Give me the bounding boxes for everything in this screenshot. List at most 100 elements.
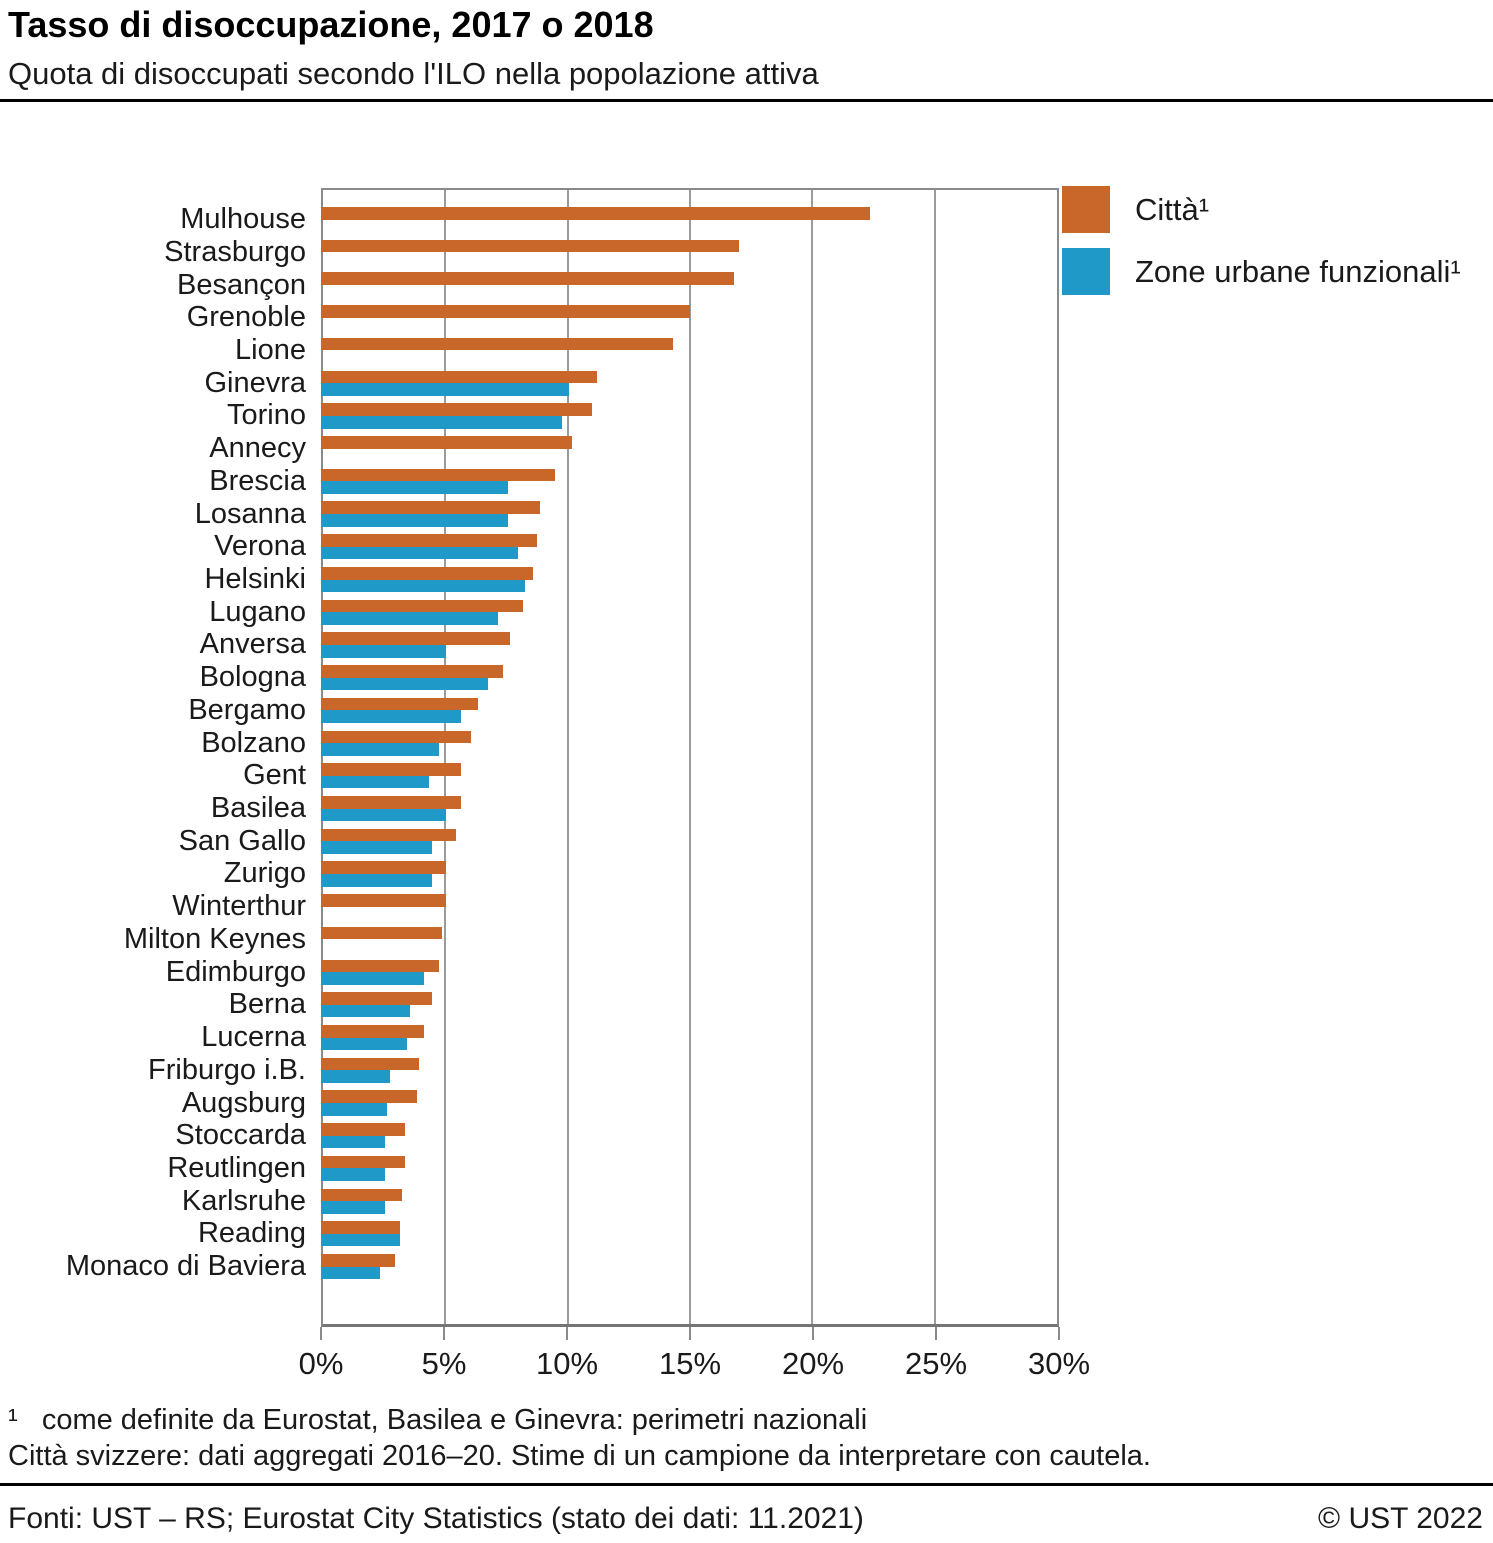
x-axis-tick-label: 30% — [1027, 1346, 1091, 1381]
chart-row: Besançon — [0, 268, 1059, 305]
legend-label-zone: Zone urbane funzionali¹ — [1135, 253, 1461, 289]
bar-zone — [321, 710, 462, 723]
bar-group — [321, 730, 1059, 756]
chart-row: Reutlingen — [0, 1151, 1059, 1189]
bar-citta — [321, 1188, 403, 1202]
chart-row: Brescia — [0, 465, 1059, 502]
bar-citta — [321, 1123, 405, 1136]
bar-group — [321, 337, 1059, 363]
chart-row: Bergamo — [0, 694, 1059, 731]
bar-zone — [321, 1004, 410, 1018]
top-divider — [0, 99, 1493, 102]
category-label: Augsburg — [181, 1086, 306, 1119]
chart-row: Basilea — [0, 792, 1059, 829]
bar-group — [321, 1057, 1059, 1083]
category-label: Milton Keynes — [123, 922, 306, 955]
chart-row: Friburgo i.B. — [0, 1054, 1059, 1091]
bar-group — [321, 828, 1059, 854]
chart-row: Monaco di Baviera — [0, 1250, 1059, 1287]
chart-row: Strasburgo — [0, 236, 1059, 273]
chart-row: Stoccarda — [0, 1119, 1059, 1156]
bar-zone — [321, 1135, 385, 1149]
x-axis-tick-label: 20% — [781, 1346, 845, 1381]
category-label: Stoccarda — [175, 1119, 306, 1152]
bar-citta — [321, 959, 440, 973]
bar-citta — [321, 861, 447, 874]
legend: Città¹ Zone urbane funzionali¹ — [1062, 186, 1461, 310]
bar-group — [321, 1024, 1059, 1051]
bar-citta — [321, 1155, 405, 1169]
bar-citta — [321, 795, 462, 809]
bar-group — [321, 207, 1059, 232]
chart-row: Milton Keynes — [0, 922, 1059, 960]
bar-zone — [321, 808, 447, 822]
bar-group — [321, 272, 1059, 297]
bar-group — [321, 566, 1059, 593]
bar-citta — [321, 1057, 420, 1071]
bar-zone — [321, 514, 508, 527]
category-label: Zurigo — [223, 857, 306, 890]
bar-zone — [321, 677, 489, 691]
bar-citta — [321, 501, 540, 515]
bar-citta — [321, 632, 511, 645]
bar-group — [321, 501, 1059, 527]
bar-citta — [321, 828, 457, 842]
chart-row: Lione — [0, 333, 1059, 371]
category-label: Anversa — [199, 628, 306, 661]
bar-group — [321, 1221, 1059, 1247]
bar-citta — [321, 1254, 395, 1267]
chart-row: Zurigo — [0, 857, 1059, 894]
chart-row: Winterthur — [0, 890, 1059, 927]
gridline — [933, 190, 936, 1324]
x-axis-tick — [566, 1327, 568, 1340]
x-axis-tick — [689, 1327, 691, 1340]
category-label: Karlsruhe — [181, 1184, 306, 1217]
bar-citta — [321, 534, 538, 547]
bar-group — [321, 305, 1059, 330]
bar-zone — [321, 481, 508, 494]
bar-zone — [321, 1103, 388, 1116]
category-label: Reutlingen — [167, 1151, 306, 1184]
category-label: Torino — [227, 399, 306, 432]
category-label: Lugano — [209, 595, 306, 628]
footer-copyright: © UST 2022 — [1318, 1502, 1483, 1535]
category-label: Winterthur — [172, 890, 306, 923]
bar-group — [321, 697, 1059, 723]
bar-group — [321, 239, 1059, 265]
bar-zone — [321, 612, 499, 625]
chart-row: Karlsruhe — [0, 1184, 1059, 1222]
bar-group — [321, 1254, 1059, 1280]
category-label: Lione — [235, 333, 306, 366]
chart-row: Lugano — [0, 595, 1059, 633]
bar-group — [321, 894, 1059, 919]
chart-row: Lucerna — [0, 1021, 1059, 1058]
x-axis-tick-label: 10% — [535, 1346, 599, 1381]
bar-group — [321, 599, 1059, 625]
category-label: Losanna — [194, 497, 306, 530]
category-label: Reading — [197, 1217, 306, 1250]
category-label: Besançon — [177, 268, 306, 301]
bar-zone — [321, 873, 432, 887]
footer-source: Fonti: UST – RS; Eurostat City Statistic… — [8, 1502, 864, 1535]
category-label: Verona — [214, 530, 306, 563]
bar-zone — [321, 644, 447, 658]
footnote-2: Città svizzere: dati aggregati 2016–20. … — [8, 1440, 1151, 1472]
bar-citta — [321, 207, 870, 220]
bar-group — [321, 370, 1059, 396]
zone-color-swatch — [1062, 248, 1110, 295]
bottom-divider — [0, 1483, 1493, 1486]
category-label: Bologna — [199, 661, 306, 694]
bar-group — [321, 1090, 1059, 1116]
chart-row: San Gallo — [0, 825, 1059, 862]
footnotes: ¹ come definite da Eurostat, Basilea e G… — [8, 1402, 1151, 1474]
bar-citta — [321, 1024, 425, 1038]
bar-group — [321, 795, 1059, 822]
chart-row: Mulhouse — [0, 203, 1059, 240]
gridline — [566, 190, 569, 1324]
x-axis-tick — [812, 1327, 814, 1340]
bar-group — [321, 632, 1059, 658]
citta-color-swatch — [1062, 186, 1110, 233]
bar-zone — [321, 1037, 408, 1051]
bar-zone — [321, 415, 563, 429]
bar-citta — [321, 1090, 417, 1103]
